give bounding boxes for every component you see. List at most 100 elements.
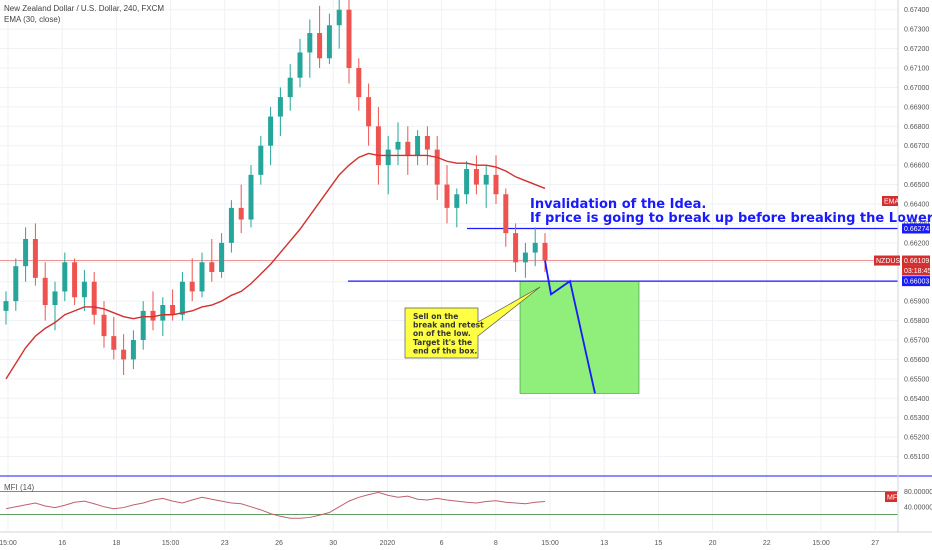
candle-body xyxy=(170,305,176,315)
candle-body xyxy=(62,262,68,292)
target-box xyxy=(519,280,640,394)
countdown-tag: 03:18:45 xyxy=(902,265,931,276)
mfi-tag: MFI xyxy=(885,492,899,502)
candle-body xyxy=(160,305,166,321)
time-tick-label: 20 xyxy=(709,540,717,547)
candle-body xyxy=(179,281,185,315)
candles xyxy=(3,0,548,375)
candle-body xyxy=(81,281,87,298)
grid-lines xyxy=(0,0,898,530)
candle-body xyxy=(375,126,381,166)
support-tag-text: 0.66003 xyxy=(904,279,929,286)
mfi-line xyxy=(5,491,546,519)
time-tick-label: 23 xyxy=(221,540,229,547)
price-tick-label: 0.67000 xyxy=(904,85,929,92)
candle-body xyxy=(101,314,107,337)
callout-line: Target it's the xyxy=(413,338,472,347)
time-tick-label: 6 xyxy=(440,540,444,547)
callout-bubble xyxy=(404,286,541,359)
price-tick-label: 0.66700 xyxy=(904,143,929,150)
price-tick-label: 0.67200 xyxy=(904,46,929,53)
candle-body xyxy=(473,169,479,185)
price-tick-label: 0.65600 xyxy=(904,357,929,364)
mfi-legend[interactable]: MFI (14) xyxy=(4,483,35,492)
mfi-tag-bg xyxy=(885,492,897,502)
price-tick-label: 0.65100 xyxy=(904,454,929,461)
time-tick-label: 30 xyxy=(329,540,337,547)
price-tick-label: 0.66200 xyxy=(904,240,929,247)
ema-tag-text: EMA xyxy=(884,199,900,206)
ema-legend[interactable]: EMA (30, close) xyxy=(4,15,61,24)
price-tick-label: 0.65400 xyxy=(904,396,929,403)
callout-line: on of the low. xyxy=(413,329,471,338)
candle-body xyxy=(503,194,509,234)
candle-body xyxy=(23,238,29,267)
current-price-tag: 0.66109 xyxy=(902,255,930,266)
price-tick-label: 0.65700 xyxy=(904,338,929,345)
candle-body xyxy=(395,141,401,150)
support-tag: 0.66003 xyxy=(902,276,930,287)
projection-path[interactable] xyxy=(544,260,596,394)
ema-tag: EMA xyxy=(882,196,900,206)
callout-line: Sell on the xyxy=(413,312,458,321)
time-tick-label: 15:00 xyxy=(0,540,17,547)
current-price-tag-bg xyxy=(902,255,930,266)
mfi-tick-label: 80.00000 xyxy=(904,489,932,496)
time-tick-label: 22 xyxy=(763,540,771,547)
time-tick-label: 15:00 xyxy=(162,540,180,547)
time-tick-label: 27 xyxy=(871,540,879,547)
time-axis[interactable]: 15:00 16 18 15:00 23 26 30 2020 6 8 15:00 13 15 20 22 1… xyxy=(0,531,932,547)
candle-body xyxy=(405,141,411,156)
candle-body xyxy=(52,291,58,306)
price-tick-label: 0.66500 xyxy=(904,182,929,189)
candle-body xyxy=(346,9,352,68)
time-tick-label: 13 xyxy=(600,540,608,547)
candle-body xyxy=(522,252,528,263)
price-tick-label: 0.65300 xyxy=(904,415,929,422)
price-tick-label: 0.65500 xyxy=(904,376,929,383)
candle-body xyxy=(121,349,127,360)
candle-body xyxy=(111,336,117,350)
ema-line xyxy=(5,152,546,380)
candle-body xyxy=(189,281,195,292)
time-tick-label: 15 xyxy=(655,540,663,547)
callout-line: break and retest xyxy=(413,321,484,330)
price-tick-label: 0.66900 xyxy=(904,104,929,111)
candle-body xyxy=(91,281,97,315)
candle-body xyxy=(277,97,283,117)
time-tick-label: 15:00 xyxy=(812,540,830,547)
support-tag-bg xyxy=(902,276,930,287)
ema-tag-bg xyxy=(882,196,898,206)
candle-body xyxy=(326,25,332,59)
price-tick-label: 0.65900 xyxy=(904,299,929,306)
resistance-tag-text: 0.66274 xyxy=(904,226,929,233)
mfi-tag-text: MFI xyxy=(887,495,899,502)
candle-body xyxy=(454,194,460,208)
price-tick-label: 0.66400 xyxy=(904,202,929,209)
candle-body xyxy=(513,233,519,263)
time-tick-label: 2020 xyxy=(380,540,396,547)
symbol-legend[interactable]: New Zealand Dollar / U.S. Dollar, 240, F… xyxy=(4,4,165,13)
price-tick-label: 0.65800 xyxy=(904,318,929,325)
candle-body xyxy=(532,242,538,253)
time-tick-label: 18 xyxy=(113,540,121,547)
resistance-tag-bg xyxy=(902,223,930,234)
candle-body xyxy=(199,262,205,292)
invalidation-title: Invalidation of the Idea. xyxy=(530,197,706,212)
symbol-tag: NZDUSD xyxy=(874,255,905,266)
mfi-tick-label: 40.00000 xyxy=(904,504,932,511)
price-tick-label: 0.67100 xyxy=(904,66,929,73)
candle-body xyxy=(464,169,470,195)
countdown-tag-bg xyxy=(902,265,930,276)
symbol-tag-bg xyxy=(874,255,900,266)
candle-body xyxy=(268,116,274,146)
candle-body xyxy=(228,207,234,243)
candle-body xyxy=(258,145,264,175)
candle-body xyxy=(434,149,440,185)
callout-line: end of the box. xyxy=(413,346,477,355)
candle-body xyxy=(219,242,225,272)
current-price-tag-text: 0.66109 xyxy=(904,258,929,265)
